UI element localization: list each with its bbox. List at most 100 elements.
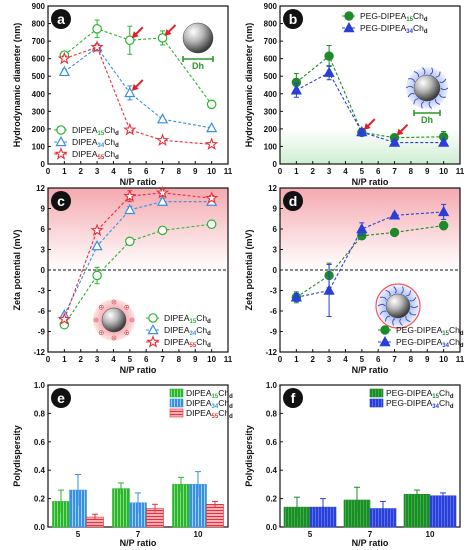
x-tick-label: 10 (439, 167, 448, 176)
x-tick-label: 1 (294, 167, 299, 176)
legend-marker (379, 335, 391, 347)
legend-marker (147, 323, 159, 335)
x-tick-label: 9 (193, 355, 198, 364)
legend-label: DIPEA34Chd (186, 398, 233, 410)
y-tick-label: 6 (41, 225, 46, 234)
nanoparticle-sphere-icon (101, 307, 127, 333)
data-point (206, 99, 217, 110)
x-tick-label: 2 (79, 167, 84, 176)
x-tick-label: 6 (144, 355, 149, 364)
y-tick-label: 200 (32, 125, 46, 134)
y-tick-label: 300 (32, 107, 46, 116)
peg-chain-icon (439, 78, 447, 83)
data-point (206, 121, 218, 133)
x-tick-label: 1 (62, 355, 67, 364)
y-tick-label: 0.6 (34, 438, 46, 447)
data-point (388, 136, 401, 147)
y-tick-label: 0.8 (266, 409, 278, 418)
peg-chain-icon (405, 85, 414, 89)
arrow-head (363, 123, 371, 131)
y-tick-label: 100 (32, 142, 46, 151)
data-point (91, 240, 103, 251)
small-size-band (280, 128, 460, 164)
x-tick-label: 10 (207, 167, 216, 176)
legend-marker (343, 21, 355, 33)
y-tick-label: 0.4 (34, 466, 46, 475)
y-tick-label: 200 (264, 125, 278, 134)
peg-chain-icon (435, 71, 441, 78)
series-34 (290, 65, 450, 147)
peg-chain-icon (410, 305, 419, 309)
y-tick-label: 0 (41, 266, 46, 275)
dh-label: Dh (192, 61, 204, 71)
series-34 (58, 41, 218, 133)
y-axis-title: Polydispersity (12, 425, 22, 487)
y-axis-title: Zeta potential (mV) (244, 229, 254, 310)
panel-label-badge (51, 9, 71, 29)
x-tick-label: 4 (111, 355, 116, 364)
panel-label-c: c (57, 193, 65, 209)
y-tick-label: 0.0 (266, 523, 278, 532)
panel-f: 0.0 0.2 0.4 0.6 0.8 1.0 Polydispersity N/P rati… (244, 381, 461, 548)
y-tick-label: 100 (264, 142, 278, 151)
x-axis-title: N/P ratio (120, 365, 157, 375)
x-tick-label: 3 (327, 355, 332, 364)
legend-label: DIPEA34Chd (72, 137, 119, 149)
panel-label-badge (283, 191, 303, 211)
y-tick-label: 900 (32, 2, 46, 11)
y-tick-label: -9 (38, 328, 46, 337)
legend-label: PEG-DIPEA15Chd (396, 325, 464, 337)
x-tick-label: 7 (368, 530, 373, 539)
data-point (90, 223, 104, 237)
x-tick-label: 8 (409, 355, 414, 364)
legend-swatch (169, 388, 184, 398)
series-line (296, 71, 444, 144)
data-point (155, 133, 170, 146)
data-point (356, 125, 368, 137)
data-point (58, 65, 70, 77)
data-point (206, 219, 217, 230)
y-tick-label: 0 (273, 160, 278, 169)
y-tick-label: 800 (264, 20, 278, 29)
y-tick-label: 3 (273, 246, 278, 255)
y-tick-label: 12 (36, 184, 45, 193)
y-tick-label: -3 (38, 287, 46, 296)
legend-label: DIPEA55Chd (72, 149, 119, 161)
bar (112, 488, 130, 528)
y-tick-label: 1.0 (266, 381, 278, 390)
legend-swatch (169, 398, 184, 408)
bar (206, 503, 224, 528)
x-tick-label: 0 (46, 355, 51, 364)
x-tick-label: 2 (79, 355, 84, 364)
series-15 (59, 19, 217, 110)
y-tick-label: 0 (41, 160, 46, 169)
legend-label: PEG-DIPEA34Chd (386, 398, 454, 410)
legend-label: DIPEA34Chd (164, 325, 211, 337)
y-tick-label: -12 (33, 348, 45, 357)
y-tick-label: 12 (268, 184, 277, 193)
series-55 (57, 185, 219, 325)
y-tick-label: 600 (32, 55, 46, 64)
data-point (90, 40, 104, 53)
peg-chain-icon (408, 78, 415, 83)
legend-swatch (169, 408, 184, 418)
peg-chain-icon (379, 296, 387, 301)
x-tick-label: 3 (95, 355, 100, 364)
plot-frame (279, 5, 461, 165)
y-tick-label: -3 (270, 287, 278, 296)
y-tick-label: 0.8 (34, 409, 46, 418)
x-axis-title: N/P ratio (120, 538, 157, 548)
data-point (156, 113, 169, 124)
legend-label: PEG-DIPEA15Chd (360, 11, 428, 23)
x-tick-label: 10 (194, 530, 203, 539)
x-tick-label: 6 (376, 355, 381, 364)
arrow-head (164, 28, 172, 36)
y-tick-label: 3 (41, 246, 46, 255)
x-tick-label: 2 (311, 355, 316, 364)
data-point (290, 291, 302, 302)
legend-swatch (369, 388, 384, 398)
y-tick-label: 700 (264, 37, 278, 46)
